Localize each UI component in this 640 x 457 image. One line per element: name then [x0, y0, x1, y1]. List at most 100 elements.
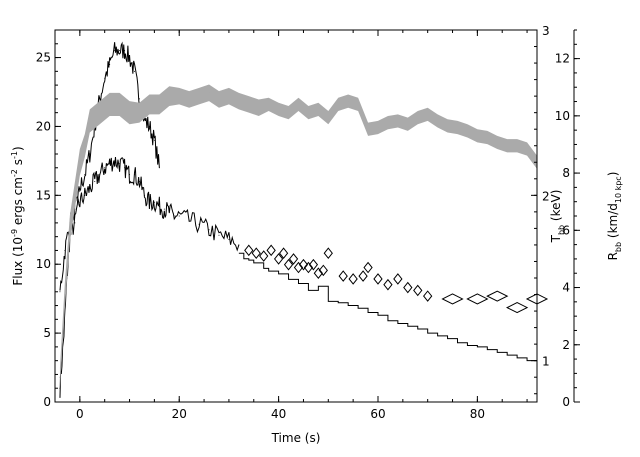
- flux-point: [89, 153, 91, 155]
- flux-point: [124, 50, 126, 52]
- radius-tick-label: 4: [562, 281, 570, 295]
- kT-point: [109, 103, 111, 105]
- x-axis-title: Time (s): [271, 431, 321, 445]
- kT-point: [208, 92, 210, 94]
- flux-point: [208, 229, 210, 231]
- radius-point: [413, 284, 423, 297]
- radius-tick-label: 12: [555, 52, 570, 66]
- flux-point: [59, 387, 61, 389]
- kT-point: [278, 108, 280, 110]
- kT-point: [84, 145, 86, 147]
- flux-point: [124, 167, 126, 169]
- kT-point: [446, 125, 449, 127]
- flux-point: [143, 194, 145, 196]
- kT-point: [258, 107, 260, 109]
- radius-point: [403, 281, 413, 294]
- radius-point: [323, 247, 333, 260]
- kT-point: [168, 95, 170, 97]
- flux-point: [158, 205, 160, 207]
- kT-band-series: [59, 84, 538, 388]
- radius-point: [244, 244, 254, 257]
- flux-point: [153, 139, 155, 141]
- flux-point: [129, 57, 131, 59]
- flux-point: [84, 174, 86, 176]
- kT-point: [496, 141, 498, 144]
- flux-point: [59, 291, 61, 293]
- flux-point: [163, 208, 165, 210]
- flux-point: [168, 211, 170, 213]
- kT-point: [417, 117, 419, 119]
- radius-point: [486, 290, 509, 302]
- kT-point: [238, 100, 240, 102]
- flux-point: [63, 332, 65, 334]
- flux-point: [228, 238, 230, 240]
- kT-point: [188, 98, 190, 101]
- radius-tick-label: 0: [562, 395, 570, 409]
- flux-point: [138, 181, 140, 183]
- kT-point: [466, 130, 469, 132]
- kT-point: [99, 112, 101, 114]
- flux-lightcurve-1: [59, 156, 240, 291]
- radius-point: [373, 273, 383, 285]
- radius-axis-title: Rbb (km/d10 kpc): [606, 172, 623, 261]
- kT-point: [69, 227, 71, 229]
- radius-point: [363, 261, 373, 274]
- kT-point: [158, 103, 160, 105]
- radius-tick-label: 6: [562, 223, 570, 237]
- kT-point: [118, 103, 121, 105]
- kT-axis-title: Tbb (keV): [549, 190, 566, 244]
- radius-point: [293, 261, 304, 274]
- flux-point: [188, 219, 190, 221]
- kT-tick-label: 1: [542, 355, 550, 369]
- flux-point: [114, 160, 116, 162]
- flux-point: [153, 201, 155, 203]
- kT-point: [218, 98, 220, 101]
- flux-step-series: [238, 252, 537, 362]
- radius-point: [506, 302, 529, 314]
- flux-point: [158, 167, 160, 169]
- kT-point: [437, 120, 439, 122]
- radius-point: [251, 247, 261, 260]
- kT-point: [357, 103, 359, 105]
- kT-point: [397, 120, 399, 122]
- kT-point: [59, 376, 61, 378]
- flux-point: [178, 215, 180, 217]
- x-tick-label: 80: [470, 407, 485, 421]
- kT-point: [79, 161, 81, 163]
- flux-point: [89, 187, 91, 189]
- radius-point: [318, 264, 328, 277]
- flux-point: [64, 249, 66, 251]
- radius-point: [383, 278, 393, 291]
- kT-point: [506, 145, 508, 147]
- flux-point: [104, 167, 106, 169]
- kT-point: [476, 135, 478, 137]
- flux-tick-label: 15: [36, 188, 51, 202]
- flux-point: [84, 194, 86, 196]
- radius-point: [393, 273, 403, 285]
- radius-point: [525, 293, 549, 305]
- radius-point: [338, 270, 348, 282]
- flux-point: [104, 77, 106, 79]
- radius-point: [259, 250, 269, 262]
- kT-point: [297, 103, 300, 105]
- radius-point: [273, 253, 284, 265]
- flux-tick-label: 10: [36, 257, 51, 271]
- radius-tick-label: 8: [562, 166, 570, 180]
- kT-point: [377, 126, 379, 129]
- flux-point: [114, 50, 116, 52]
- kT-point: [228, 95, 230, 97]
- kT-point: [74, 194, 76, 196]
- radius-point: [308, 258, 319, 271]
- kT-point: [407, 123, 409, 125]
- flux-point: [138, 98, 140, 100]
- flux-point: [148, 201, 150, 203]
- kT-point: [486, 136, 488, 139]
- flux-point: [109, 163, 111, 165]
- flux-point: [74, 222, 76, 224]
- flux-point: [218, 234, 220, 236]
- kT-point: [526, 148, 528, 150]
- kT-point: [337, 103, 339, 105]
- kT-point: [387, 121, 389, 124]
